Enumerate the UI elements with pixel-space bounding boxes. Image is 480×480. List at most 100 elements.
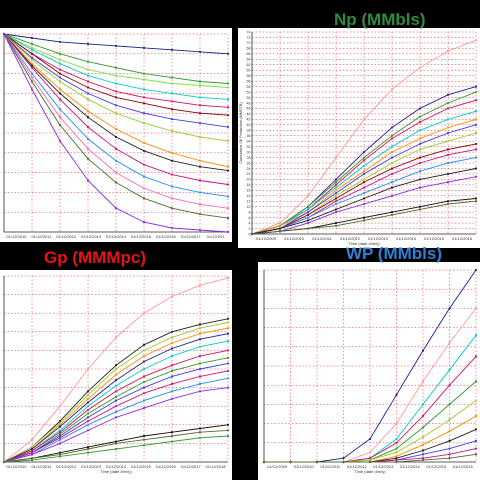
gp-data-point bbox=[86, 451, 90, 454]
wp-data-point bbox=[395, 457, 398, 460]
pressure-data-point bbox=[86, 86, 90, 89]
np-data-point bbox=[306, 227, 310, 230]
np-data-point bbox=[474, 131, 478, 135]
np-x-tick-label: 01/12/2016 bbox=[452, 236, 473, 241]
np-data-point bbox=[278, 230, 282, 233]
np-y-tick-label: 60 bbox=[247, 69, 251, 73]
pressure-data-point bbox=[114, 104, 118, 107]
wp-chart-title: WP (MMbls) bbox=[346, 244, 443, 263]
pressure-data-point bbox=[170, 82, 174, 85]
pressure-data-point bbox=[86, 74, 90, 77]
pressure-data-point bbox=[58, 88, 62, 91]
pressure-data-point bbox=[58, 98, 62, 101]
pressure-data-point bbox=[114, 181, 118, 184]
np-data-point bbox=[390, 194, 394, 197]
gp-chart-panel: 01/12/2010 01/12/2011 01/12/2012 01/12/2013… bbox=[0, 270, 232, 480]
gp-data-point bbox=[198, 427, 202, 430]
gp-data-point bbox=[142, 367, 146, 371]
gp-data-point bbox=[170, 336, 174, 339]
pressure-data-point bbox=[198, 213, 202, 216]
np-y-tick-label: 28 bbox=[247, 156, 251, 160]
gp-data-point bbox=[58, 436, 62, 439]
np-data-point bbox=[418, 142, 422, 146]
np-data-point bbox=[474, 175, 478, 178]
np-data-point bbox=[362, 164, 366, 167]
np-data-point bbox=[306, 221, 310, 225]
pressure-series-line bbox=[3, 33, 229, 55]
wp-data-point bbox=[474, 399, 478, 402]
gp-data-point bbox=[58, 429, 62, 432]
wp-data-point bbox=[448, 439, 451, 442]
np-data-point bbox=[306, 219, 310, 222]
gp-data-point bbox=[114, 395, 118, 398]
pressure-x-tick-label: 01/12/2010 bbox=[6, 234, 27, 239]
np-data-point bbox=[446, 161, 450, 165]
pressure-data-point bbox=[226, 169, 230, 172]
gp-chart: 01/12/2010 01/12/2011 01/12/2012 01/12/2013… bbox=[2, 275, 230, 474]
np-data-point bbox=[362, 186, 366, 189]
pressure-data-point bbox=[58, 76, 62, 79]
np-data-point bbox=[334, 194, 338, 197]
gp-x-tick-label: 01/12/2012 bbox=[56, 464, 77, 469]
gp-data-point bbox=[58, 421, 62, 425]
pressure-data-point bbox=[226, 86, 230, 89]
wp-data-point bbox=[448, 403, 451, 406]
pressure-data-point bbox=[170, 151, 174, 154]
np-y-tick-label: 70 bbox=[247, 41, 251, 45]
pressure-series-12 bbox=[2, 32, 230, 198]
gp-data-point bbox=[58, 438, 62, 441]
pressure-data-point bbox=[142, 88, 146, 91]
np-series-7 bbox=[250, 123, 478, 236]
gp-data-point bbox=[86, 401, 90, 404]
np-series-9 bbox=[250, 142, 478, 236]
np-data-point bbox=[418, 129, 422, 132]
np-data-point bbox=[474, 142, 478, 146]
np-data-point bbox=[334, 189, 338, 192]
np-data-point bbox=[362, 172, 366, 176]
wp-data-point bbox=[474, 380, 478, 383]
pressure-data-point bbox=[86, 125, 90, 129]
np-data-point bbox=[362, 191, 366, 195]
gp-data-point bbox=[226, 340, 230, 343]
np-y-tick-label: 68 bbox=[247, 47, 251, 51]
pressure-data-point bbox=[198, 228, 202, 232]
gp-data-point bbox=[58, 431, 62, 434]
gp-data-point bbox=[142, 399, 146, 402]
np-data-point bbox=[474, 123, 478, 126]
np-y-tick-label: 54 bbox=[247, 85, 251, 89]
gp-data-point bbox=[198, 390, 202, 393]
np-y-tick-label: 20 bbox=[247, 178, 251, 182]
pressure-data-point bbox=[114, 74, 118, 77]
gp-data-point bbox=[30, 453, 34, 456]
np-chart-title: Np (MMbls) bbox=[334, 10, 426, 29]
wp-data-point bbox=[474, 439, 478, 442]
np-data-point bbox=[418, 170, 422, 173]
np-data-point bbox=[390, 213, 394, 216]
pressure-data-point bbox=[198, 179, 202, 182]
pressure-data-point bbox=[226, 217, 230, 220]
wp-data-point bbox=[368, 457, 372, 460]
wp-data-point bbox=[395, 422, 398, 425]
np-y-tick-label: 56 bbox=[247, 79, 251, 83]
gp-data-point bbox=[30, 438, 34, 441]
wp-x-axis-label: Time (date d/m/y) bbox=[354, 469, 386, 474]
pressure-data-point bbox=[86, 116, 90, 119]
np-data-point bbox=[334, 200, 338, 203]
np-data-point bbox=[418, 161, 422, 165]
pressure-data-point bbox=[2, 32, 6, 36]
np-data-point bbox=[334, 183, 338, 186]
wp-data-point bbox=[474, 428, 478, 431]
np-y-tick-label: 6 bbox=[249, 216, 251, 220]
np-x-tick-label: 01/12/2012 bbox=[340, 236, 361, 241]
gp-data-point bbox=[198, 431, 202, 434]
wp-data-point bbox=[448, 453, 451, 456]
pressure-data-point bbox=[58, 116, 62, 119]
np-data-point bbox=[362, 170, 366, 173]
pressure-data-point bbox=[114, 159, 118, 162]
gp-data-point bbox=[86, 446, 90, 449]
gp-data-point bbox=[86, 367, 90, 371]
pressure-data-point bbox=[226, 183, 230, 186]
np-data-point bbox=[418, 137, 422, 140]
pressure-data-point bbox=[30, 48, 34, 51]
pressure-data-point bbox=[86, 68, 90, 71]
